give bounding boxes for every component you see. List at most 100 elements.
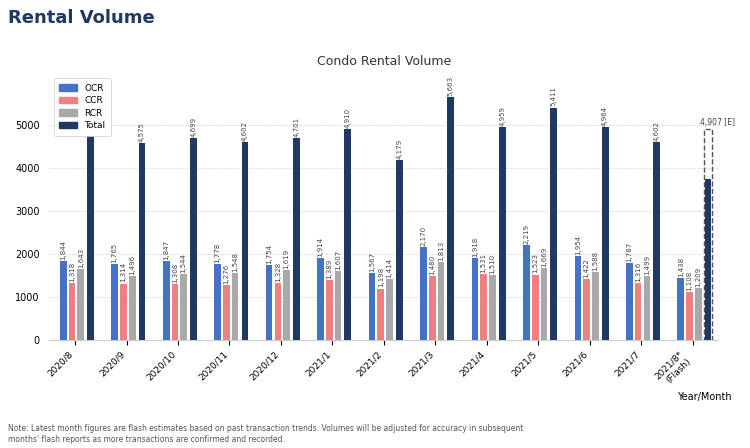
Bar bbox=[448, 97, 454, 340]
Text: 1,531: 1,531 bbox=[481, 253, 487, 273]
Bar bbox=[344, 129, 351, 340]
Bar bbox=[677, 278, 684, 340]
Text: 1,422: 1,422 bbox=[584, 258, 590, 278]
Bar bbox=[293, 138, 300, 340]
Text: 1,765: 1,765 bbox=[112, 243, 118, 263]
Title: Condo Rental Volume: Condo Rental Volume bbox=[316, 55, 451, 68]
Bar bbox=[77, 269, 84, 340]
Text: 1,276: 1,276 bbox=[224, 264, 230, 284]
Bar bbox=[634, 284, 641, 340]
Text: 1,510: 1,510 bbox=[490, 254, 496, 274]
Bar bbox=[489, 275, 496, 340]
Text: 1,669: 1,669 bbox=[541, 247, 547, 267]
Bar bbox=[686, 293, 693, 340]
Text: 1,496: 1,496 bbox=[129, 254, 135, 275]
Text: 1,588: 1,588 bbox=[592, 250, 598, 271]
Text: 2,219: 2,219 bbox=[524, 224, 530, 244]
Text: 1,308: 1,308 bbox=[172, 263, 178, 283]
Text: 5,663: 5,663 bbox=[448, 76, 454, 95]
Bar bbox=[592, 272, 598, 340]
Text: 1,548: 1,548 bbox=[232, 252, 238, 272]
Bar bbox=[129, 276, 136, 340]
Bar bbox=[480, 274, 487, 340]
Text: 1,523: 1,523 bbox=[532, 254, 538, 273]
Bar bbox=[369, 273, 376, 340]
Bar bbox=[242, 142, 248, 340]
Bar bbox=[584, 279, 590, 340]
Bar bbox=[574, 256, 581, 340]
Text: 1,108: 1,108 bbox=[686, 271, 692, 291]
Text: 1,607: 1,607 bbox=[335, 250, 341, 270]
Bar bbox=[120, 284, 127, 340]
Text: 1,318: 1,318 bbox=[69, 262, 75, 282]
Bar bbox=[317, 258, 324, 340]
Bar bbox=[499, 127, 506, 340]
Bar bbox=[214, 263, 221, 340]
Text: 4,805: 4,805 bbox=[88, 112, 94, 133]
Bar bbox=[653, 142, 660, 340]
Text: 4,699: 4,699 bbox=[190, 117, 196, 137]
Bar bbox=[386, 279, 393, 340]
Text: 4,964: 4,964 bbox=[602, 106, 608, 126]
Bar bbox=[111, 264, 118, 340]
Text: 1,813: 1,813 bbox=[438, 241, 444, 261]
Bar bbox=[326, 280, 333, 340]
Bar bbox=[602, 127, 608, 340]
Text: 1,499: 1,499 bbox=[644, 254, 650, 275]
Text: 1,567: 1,567 bbox=[369, 251, 375, 271]
Text: 1,847: 1,847 bbox=[164, 239, 170, 259]
Bar bbox=[163, 261, 170, 340]
Bar bbox=[396, 160, 403, 340]
Text: 1,209: 1,209 bbox=[695, 267, 701, 287]
Text: 4,179: 4,179 bbox=[396, 139, 402, 159]
Text: 1,198: 1,198 bbox=[378, 267, 384, 288]
Bar bbox=[626, 263, 633, 340]
X-axis label: Year/Month: Year/Month bbox=[677, 392, 732, 402]
Text: 1,918: 1,918 bbox=[472, 236, 478, 257]
Bar bbox=[644, 276, 650, 340]
Bar bbox=[232, 273, 238, 340]
Bar bbox=[274, 283, 281, 340]
Text: 2,170: 2,170 bbox=[421, 225, 427, 246]
Text: 4,575: 4,575 bbox=[139, 122, 145, 142]
Bar bbox=[523, 245, 530, 340]
Bar bbox=[284, 271, 290, 340]
Text: 1,914: 1,914 bbox=[317, 237, 323, 257]
Bar bbox=[541, 268, 548, 340]
Text: 4,907 [E]: 4,907 [E] bbox=[700, 118, 735, 128]
Text: 1,389: 1,389 bbox=[326, 259, 332, 279]
Text: 4,602: 4,602 bbox=[654, 121, 660, 141]
Legend: OCR, CCR, RCR, Total: OCR, CCR, RCR, Total bbox=[54, 78, 111, 136]
Text: 5,411: 5,411 bbox=[550, 86, 556, 107]
Bar bbox=[429, 276, 436, 340]
Bar bbox=[223, 285, 230, 340]
Text: 4,701: 4,701 bbox=[293, 117, 299, 137]
Text: 1,414: 1,414 bbox=[386, 258, 392, 278]
Bar bbox=[532, 275, 538, 340]
Text: 1,954: 1,954 bbox=[575, 235, 581, 255]
Text: 1,619: 1,619 bbox=[284, 249, 290, 269]
Bar bbox=[87, 134, 94, 340]
Bar bbox=[705, 179, 712, 340]
Text: 1,328: 1,328 bbox=[274, 262, 280, 282]
Text: 4,602: 4,602 bbox=[242, 121, 248, 141]
Bar bbox=[377, 289, 384, 340]
Bar bbox=[266, 265, 272, 340]
Text: 4,959: 4,959 bbox=[500, 106, 506, 126]
Text: 1,314: 1,314 bbox=[121, 263, 127, 282]
Text: Rental Volume: Rental Volume bbox=[8, 9, 154, 27]
Text: 1,754: 1,754 bbox=[266, 244, 272, 263]
Text: 1,438: 1,438 bbox=[678, 257, 684, 277]
Bar bbox=[334, 271, 341, 340]
Text: 1,480: 1,480 bbox=[429, 255, 435, 276]
Bar bbox=[550, 108, 557, 340]
Bar bbox=[60, 261, 67, 340]
Text: 1,844: 1,844 bbox=[60, 240, 66, 260]
Text: 1,643: 1,643 bbox=[78, 248, 84, 268]
Bar bbox=[69, 283, 75, 340]
Bar bbox=[180, 274, 187, 340]
Bar bbox=[139, 143, 146, 340]
Text: 1,316: 1,316 bbox=[635, 262, 641, 282]
Text: 1,544: 1,544 bbox=[181, 253, 187, 272]
Text: 1,787: 1,787 bbox=[626, 242, 632, 262]
